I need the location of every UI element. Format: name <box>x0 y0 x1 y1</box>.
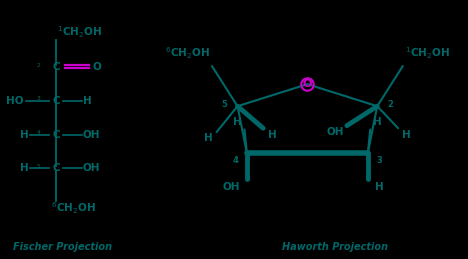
Text: $^6$CH$_2$OH: $^6$CH$_2$OH <box>165 45 210 61</box>
Text: Fischer Projection: Fischer Projection <box>14 242 112 252</box>
Text: H: H <box>375 182 384 192</box>
Text: 5: 5 <box>221 100 227 109</box>
Text: $^3$: $^3$ <box>36 96 41 105</box>
Text: O: O <box>92 62 101 71</box>
Text: OH: OH <box>83 130 101 140</box>
Text: H: H <box>373 117 382 127</box>
Text: O: O <box>303 79 312 89</box>
Text: H: H <box>20 163 29 173</box>
Text: H: H <box>402 130 410 140</box>
Text: H: H <box>268 130 277 140</box>
Text: 4: 4 <box>233 156 239 165</box>
Text: OH: OH <box>222 182 240 192</box>
Text: H: H <box>83 96 92 106</box>
Text: C: C <box>52 62 60 72</box>
Text: Haworth Projection: Haworth Projection <box>282 242 388 252</box>
Text: H: H <box>204 133 213 143</box>
Text: $^2$: $^2$ <box>36 62 41 71</box>
Text: H: H <box>233 117 242 127</box>
Text: HO: HO <box>6 96 23 106</box>
Text: OH: OH <box>83 163 101 173</box>
Text: $^1$CH$_2$OH: $^1$CH$_2$OH <box>405 45 450 61</box>
Text: $^6$CH$_2$OH: $^6$CH$_2$OH <box>51 201 96 216</box>
Text: C: C <box>52 130 60 140</box>
Text: 3: 3 <box>376 156 382 165</box>
Text: H: H <box>20 130 29 140</box>
Text: C: C <box>52 96 60 106</box>
Text: OH: OH <box>327 127 344 137</box>
Text: $^1$CH$_2$OH: $^1$CH$_2$OH <box>58 25 102 40</box>
Text: $^4$: $^4$ <box>36 130 41 139</box>
Text: 2: 2 <box>388 100 393 109</box>
Text: $^5$: $^5$ <box>36 163 41 172</box>
Text: C: C <box>52 163 60 173</box>
